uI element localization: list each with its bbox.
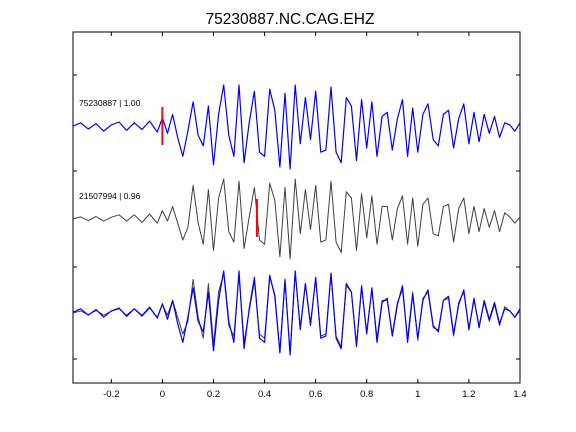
trace-label-1: 75230887 | 1.00 [79,98,141,108]
picks-layer [161,107,258,237]
x-tick-label: 0 [160,389,165,400]
x-tick-label: 1.4 [513,389,526,400]
x-tick-label: 0.2 [207,389,220,400]
x-tick-label: -0.2 [103,389,119,400]
x-axis-ticks: -0.2 0 0.2 0.4 0.6 0.8 1 1.2 1.4 [103,32,527,400]
chart-title: 75230887.NC.CAG.EHZ [206,11,375,28]
series-line-trace2-2 [72,178,521,260]
trace-label-2: 21507994 | 0.96 [79,191,141,201]
plot-frame [72,31,521,384]
y-axis-ticks [73,74,520,360]
series-line-trace3-4 [72,270,521,356]
traces-layer [72,84,521,356]
x-tick-label: 0.4 [258,389,271,400]
x-tick-label: 1.2 [462,389,475,400]
series-line-trace1-1 [72,84,521,170]
x-tick-label: 0.8 [360,389,373,400]
x-tick-label: 0.6 [309,389,322,400]
x-tick-label: 1 [415,389,420,400]
